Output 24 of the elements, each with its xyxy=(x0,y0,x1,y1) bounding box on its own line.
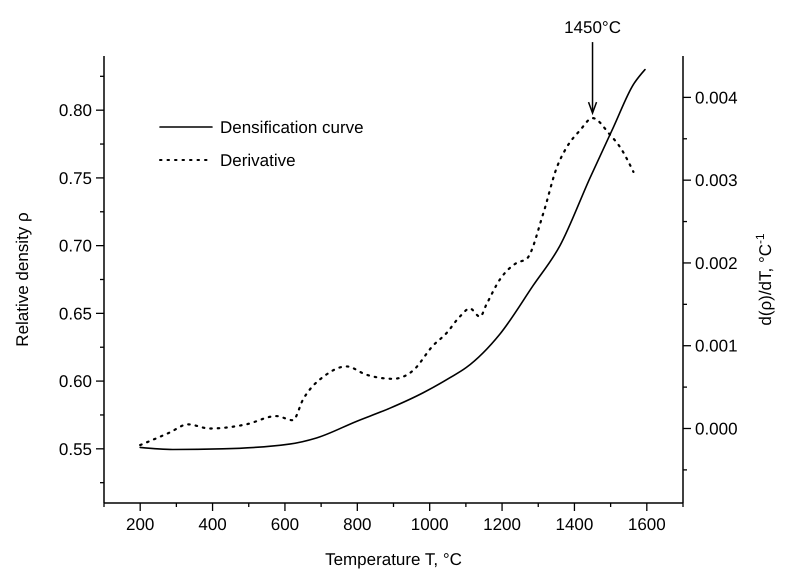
x-tick-label: 1400 xyxy=(556,515,594,534)
y-tick-label: 0.65 xyxy=(58,304,92,324)
legend-label: Derivative xyxy=(220,151,296,170)
x-tick-label: 1200 xyxy=(483,515,521,534)
y-tick-label: 0.60 xyxy=(58,372,92,392)
x-tick-label: 1600 xyxy=(628,515,666,534)
y2-tick-label: 0.002 xyxy=(695,254,738,273)
y-tick-label: 0.75 xyxy=(58,168,92,188)
text: 1450°C xyxy=(564,18,621,38)
x-tick-label: 800 xyxy=(343,515,372,534)
y-tick-label: 0.70 xyxy=(58,236,92,256)
x-tick-label: 600 xyxy=(270,515,300,534)
y2-tick-label: 0.000 xyxy=(695,420,738,438)
x-tick-label: 200 xyxy=(126,515,154,534)
y2-tick-label: 0.003 xyxy=(695,171,738,190)
x-tick-label: 1000 xyxy=(410,515,449,534)
y-axis-title: Relative density ρ xyxy=(13,212,32,347)
x-axis-title: Temperature T, °C xyxy=(325,550,462,569)
y-tick-label: 0.55 xyxy=(58,440,92,459)
x-tick-label: 400 xyxy=(198,515,227,534)
legend-label: Densification curve xyxy=(220,118,364,137)
y2-tick-label: 0.004 xyxy=(695,88,738,108)
y2-tick-label: 0.001 xyxy=(695,336,738,356)
y-tick-label: 0.80 xyxy=(58,101,92,120)
